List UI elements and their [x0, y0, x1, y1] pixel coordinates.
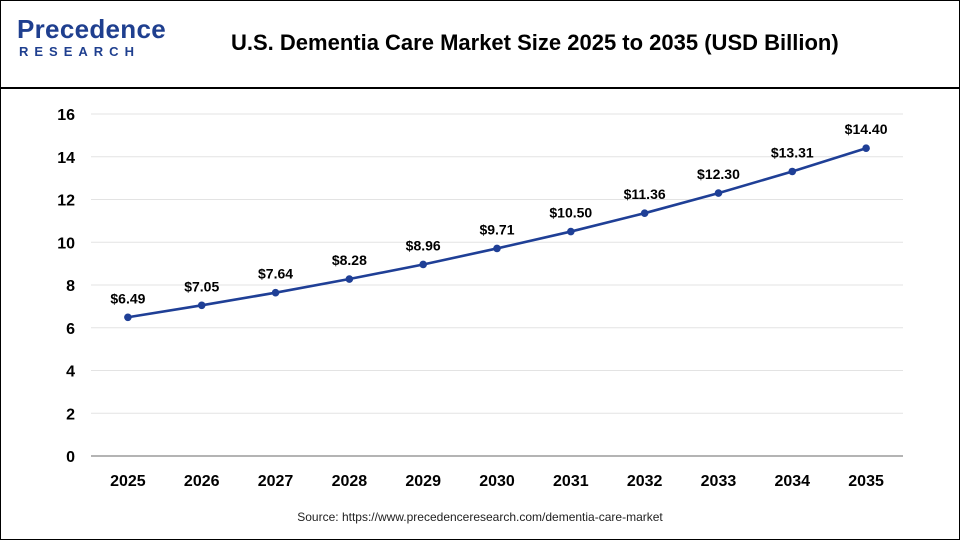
x-tick-label: 2030 [479, 473, 515, 490]
logo-wordmark: Precedence [17, 14, 166, 44]
x-tick-label: 2035 [848, 473, 884, 490]
chart-title: U.S. Dementia Care Market Size 2025 to 2… [231, 30, 839, 55]
x-tick-label: 2025 [110, 473, 146, 490]
data-point [862, 144, 870, 152]
data-label: $10.50 [549, 205, 592, 221]
data-point [567, 227, 575, 236]
data-point [493, 244, 501, 253]
label-layer: $6.49 $7.05 $7.64 $8.28 $8.96 $9.71 $10.50 $11.… [110, 121, 887, 306]
data-label: $14.40 [845, 121, 888, 137]
y-tick-label: 0 [66, 449, 75, 466]
data-label: $7.64 [258, 266, 293, 282]
x-tick-label: 2027 [258, 473, 294, 490]
data-point [345, 275, 354, 283]
data-label: $9.71 [479, 221, 514, 237]
y-tick-label: 14 [57, 150, 75, 167]
y-tick-label: 4 [66, 364, 75, 381]
logo: Precedence RESEARCH [17, 14, 167, 64]
axis-layer: 0 2 4 6 8 10 12 14 16 2025 2026 2027 2028 2029 2030 203… [57, 107, 903, 490]
y-tick-label: 10 [57, 235, 75, 252]
data-point [419, 260, 427, 269]
source-note: Source: https://www.precedenceresearch.c… [297, 510, 663, 524]
logo-subtitle: RESEARCH [19, 44, 140, 59]
data-point [197, 301, 206, 310]
data-point [124, 313, 132, 322]
y-tick-label: 8 [66, 278, 75, 295]
grid-layer [91, 113, 903, 414]
line-chart: 0 2 4 6 8 10 12 14 16 2025 2026 2027 2028 2029 2030 203… [57, 107, 903, 490]
data-label: $12.30 [697, 166, 740, 182]
y-tick-label: 16 [57, 107, 75, 124]
x-tick-label: 2029 [405, 473, 441, 490]
y-tick-label: 12 [57, 193, 75, 210]
series-layer [124, 144, 870, 322]
data-label: $8.96 [406, 237, 441, 253]
y-tick-label: 2 [66, 406, 75, 423]
x-tick-label: 2031 [553, 473, 589, 490]
data-point [788, 167, 797, 176]
x-tick-label: 2032 [627, 473, 663, 490]
data-label: $7.05 [184, 278, 219, 294]
data-point [271, 288, 280, 297]
data-label: $13.31 [771, 144, 814, 160]
data-label: $11.36 [624, 186, 666, 202]
data-label: $8.28 [332, 252, 367, 268]
data-label: $6.49 [110, 290, 145, 306]
x-tick-label: 2034 [774, 473, 810, 490]
data-point [714, 189, 723, 197]
header: Precedence RESEARCH U.S. Dementia Care M… [1, 1, 959, 89]
x-tick-label: 2028 [332, 473, 368, 490]
y-tick-label: 6 [66, 321, 75, 338]
x-tick-label: 2033 [701, 473, 737, 490]
x-tick-label: 2026 [184, 473, 220, 490]
data-point [640, 209, 649, 217]
